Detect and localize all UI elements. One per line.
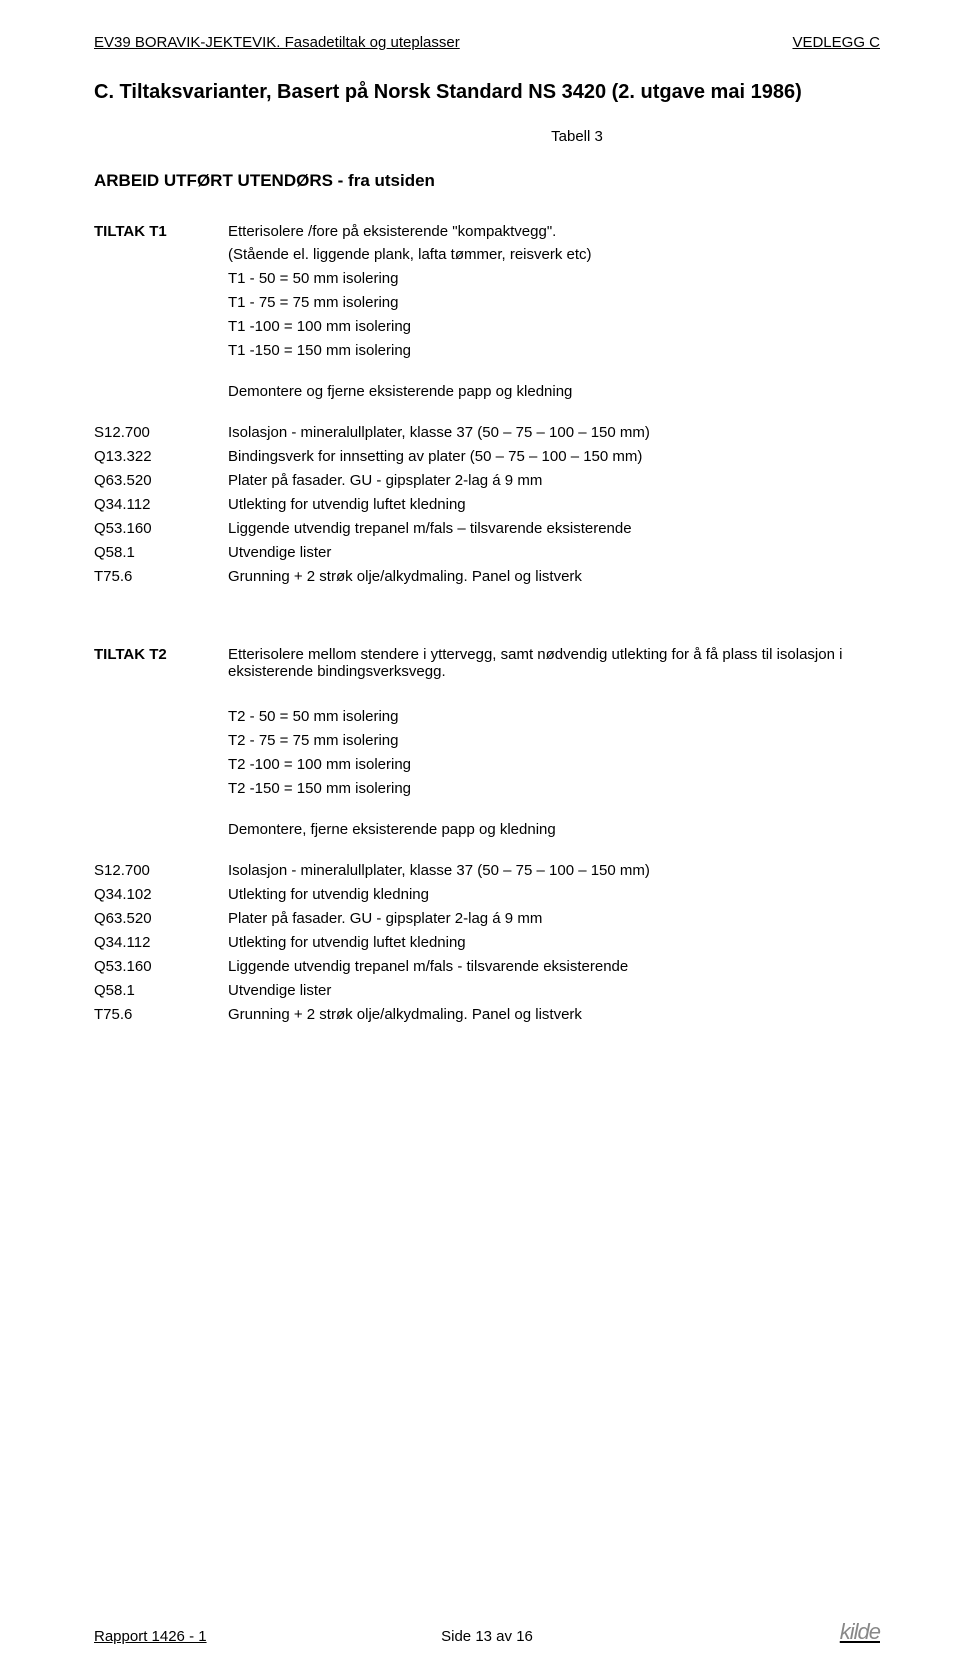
spec-row: Q53.160 Liggende utvendig trepanel m/fal… <box>94 520 880 537</box>
spec-row: T75.6 Grunning + 2 strøk olje/alkydmalin… <box>94 1006 880 1023</box>
spec-desc: Utvendige lister <box>228 982 880 999</box>
spec-code: Q58.1 <box>94 544 228 561</box>
work-title: ARBEID UTFØRT UTENDØRS - fra utsiden <box>94 171 880 191</box>
spec-code: Q34.112 <box>94 934 228 951</box>
spec-row: S12.700 Isolasjon - mineralullplater, kl… <box>94 424 880 441</box>
tiltak1-row: TILTAK T1 Etterisolere /fore på eksister… <box>94 223 880 240</box>
tiltak1-iso-0: T1 - 50 = 50 mm isolering <box>228 270 880 287</box>
tiltak2-row: TILTAK T2 Etterisolere mellom stendere i… <box>94 646 880 680</box>
spec-row: Q34.112 Utlekting for utvendig luftet kl… <box>94 934 880 951</box>
spec-code: Q58.1 <box>94 982 228 999</box>
spec-code: Q53.160 <box>94 520 228 537</box>
spec-code: T75.6 <box>94 1006 228 1023</box>
spec-row: S12.700 Isolasjon - mineralullplater, kl… <box>94 862 880 879</box>
spec-desc: Utlekting for utvendig luftet kledning <box>228 934 880 951</box>
tiltak1-label: TILTAK T1 <box>94 223 228 240</box>
footer-page-total: 16 <box>516 1628 533 1645</box>
page-header: EV39 BORAVIK-JEKTEVIK. Fasadetiltak og u… <box>94 34 880 51</box>
tiltak1-iso-1: T1 - 75 = 75 mm isolering <box>228 294 880 311</box>
spec-desc: Utlekting for utvendig kledning <box>228 886 880 903</box>
tiltak2-iso-2: T2 -100 = 100 mm isolering <box>228 756 880 773</box>
footer-left: Rapport 1426 - 1 <box>94 1628 207 1645</box>
spec-row: Q63.520 Plater på fasader. GU - gipsplat… <box>94 472 880 489</box>
tiltak1-iso-2: T1 -100 = 100 mm isolering <box>228 318 880 335</box>
spec-desc: Utvendige lister <box>228 544 880 561</box>
tiltak1-desc1: Etterisolere /fore på eksisterende "komp… <box>228 223 880 240</box>
tiltak1-desc2: (Stående el. liggende plank, lafta tømme… <box>228 246 880 263</box>
spec-code: Q34.112 <box>94 496 228 513</box>
spec-code: Q13.322 <box>94 448 228 465</box>
footer-center: Side 13 av 16 <box>441 1628 533 1645</box>
tiltak2-demonter: Demontere, fjerne eksisterende papp og k… <box>228 821 880 838</box>
tiltak2-iso-0: T2 - 50 = 50 mm isolering <box>228 708 880 725</box>
spec-row: Q13.322 Bindingsverk for innsetting av p… <box>94 448 880 465</box>
footer-side-label: Side <box>441 1628 475 1645</box>
tiltak1-demonter: Demontere og fjerne eksisterende papp og… <box>228 383 880 400</box>
spec-row: Q53.160 Liggende utvendig trepanel m/fal… <box>94 958 880 975</box>
spec-desc: Liggende utvendig trepanel m/fals – tils… <box>228 520 880 537</box>
header-left: EV39 BORAVIK-JEKTEVIK. Fasadetiltak og u… <box>94 34 460 51</box>
spec-row: Q58.1 Utvendige lister <box>94 982 880 999</box>
header-right: VEDLEGG C <box>792 34 880 51</box>
spec-desc: Liggende utvendig trepanel m/fals - tils… <box>228 958 880 975</box>
tiltak2-iso-1: T2 - 75 = 75 mm isolering <box>228 732 880 749</box>
spec-code: Q63.520 <box>94 910 228 927</box>
tiltak2-label: TILTAK T2 <box>94 646 228 680</box>
spec-row: Q63.520 Plater på fasader. GU - gipsplat… <box>94 910 880 927</box>
footer-logo: kilde <box>840 1619 880 1645</box>
spec-code: Q53.160 <box>94 958 228 975</box>
spec-desc: Utlekting for utvendig luftet kledning <box>228 496 880 513</box>
spec-code: S12.700 <box>94 862 228 879</box>
spec-desc: Isolasjon - mineralullplater, klasse 37 … <box>228 424 880 441</box>
spec-code: S12.700 <box>94 424 228 441</box>
spec-desc: Grunning + 2 strøk olje/alkydmaling. Pan… <box>228 568 880 585</box>
footer-page-current: 13 <box>475 1628 492 1645</box>
section-title: C. Tiltaksvarianter, Basert på Norsk Sta… <box>94 81 880 104</box>
spec-code: T75.6 <box>94 568 228 585</box>
spec-row: T75.6 Grunning + 2 strøk olje/alkydmalin… <box>94 568 880 585</box>
spec-desc: Isolasjon - mineralullplater, klasse 37 … <box>228 862 880 879</box>
table-label: Tabell 3 <box>274 128 880 145</box>
spec-code: Q34.102 <box>94 886 228 903</box>
tiltak1-iso-3: T1 -150 = 150 mm isolering <box>228 342 880 359</box>
spec-row: Q58.1 Utvendige lister <box>94 544 880 561</box>
spec-desc: Plater på fasader. GU - gipsplater 2-lag… <box>228 910 880 927</box>
spec-row: Q34.102 Utlekting for utvendig kledning <box>94 886 880 903</box>
spec-desc: Bindingsverk for innsetting av plater (5… <box>228 448 880 465</box>
tiltak2-desc1: Etterisolere mellom stendere i yttervegg… <box>228 646 880 680</box>
footer-av-label: av <box>492 1628 516 1645</box>
tiltak2-iso-3: T2 -150 = 150 mm isolering <box>228 780 880 797</box>
spec-desc: Plater på fasader. GU - gipsplater 2-lag… <box>228 472 880 489</box>
spec-row: Q34.112 Utlekting for utvendig luftet kl… <box>94 496 880 513</box>
spec-code: Q63.520 <box>94 472 228 489</box>
spec-desc: Grunning + 2 strøk olje/alkydmaling. Pan… <box>228 1006 880 1023</box>
page-footer: Rapport 1426 - 1 Side 13 av 16 kilde <box>94 1619 880 1645</box>
